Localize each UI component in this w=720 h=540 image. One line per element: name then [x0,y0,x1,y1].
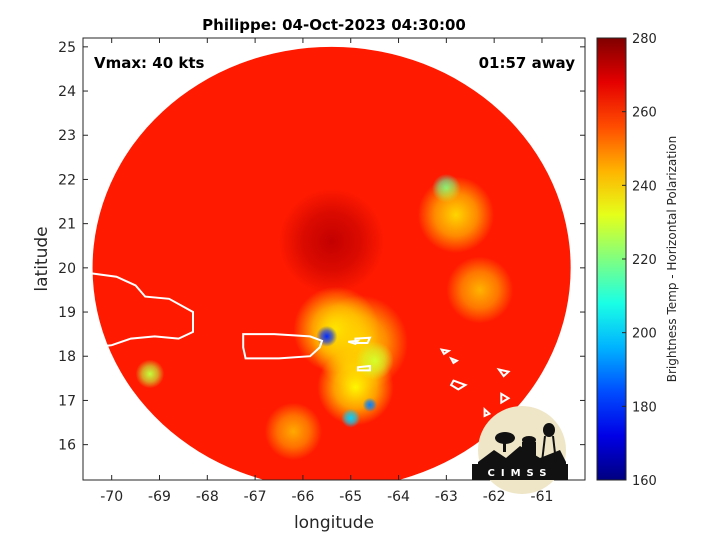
y-tick-label: 24 [58,84,76,100]
coastline [242,333,324,360]
x-tick-label: -67 [244,489,267,505]
colorbar-tick-label: 240 [632,179,657,194]
y-tick-label: 19 [58,305,76,321]
y-tick-label: 23 [58,128,76,144]
coastline [356,364,371,372]
colorbar [596,37,627,481]
y-tick-label: 20 [58,261,76,277]
colorbar-ticks: 160 180 200 220 240 260 280 [622,32,657,489]
heatmap-cell [362,397,378,413]
coastline [483,407,492,418]
x-tick-label: -65 [339,489,362,505]
heatmap-layer [92,46,571,480]
coastline [500,392,511,405]
coastline [448,356,460,365]
colorbar-tick-label: 160 [632,474,657,489]
coastline [83,271,194,349]
colorbar-tick-label: 200 [632,327,657,342]
x-tick-label: -63 [435,489,458,505]
colorbar-label: Brightness Temp - Horizontal Polarizatio… [665,136,679,383]
y-tick-label: 22 [58,172,76,188]
y-axis-ticks: 16 17 18 19 20 21 22 23 24 25 [58,40,585,454]
x-tick-label: -68 [196,489,219,505]
svg-text:CIMSS: CIMSS [488,468,553,479]
y-axis-label: latitude [32,226,52,291]
x-axis-ticks: -70 -69 -68 -67 -66 -65 -64 -63 -62 -61 [100,38,553,505]
y-tick-label: 18 [58,349,76,365]
x-tick-label: -69 [148,489,171,505]
heatmap-cell [417,176,495,254]
coastline [348,339,361,346]
colorbar-tick-label: 220 [632,253,657,268]
heatmap-cell [316,325,338,347]
heatmap-cell [264,402,323,461]
time-offset-annotation: 01:57 away [479,54,576,72]
heatmap-cell [279,188,385,294]
heatmap-cell [355,341,394,380]
colorbar-tick-label: 280 [632,32,657,47]
colorbar-tick-label: 180 [632,400,657,415]
chart-title: Philippe: 04-Oct-2023 04:30:00 [202,16,466,34]
y-tick-label: 17 [58,393,76,409]
x-tick-label: -70 [100,489,123,505]
coastline [439,348,452,356]
x-axis-label: longitude [294,513,374,533]
y-tick-label: 21 [58,217,76,233]
plot-frame [82,37,586,481]
x-tick-label: -62 [483,489,506,505]
x-tick-label: -64 [387,489,410,505]
coastline [496,367,511,378]
x-tick-label: -66 [291,489,314,505]
y-tick-label: 25 [58,40,76,56]
vmax-annotation: Vmax: 40 kts [94,54,204,72]
x-tick-label: -61 [531,489,554,505]
coastline [449,379,468,391]
heatmap-cell [446,256,514,324]
cimss-logo: CIMSS [472,406,568,494]
heatmap-cell [341,408,361,428]
colorbar-tick-label: 260 [632,106,657,121]
y-tick-label: 16 [58,438,76,454]
heatmap-cell [135,359,165,389]
